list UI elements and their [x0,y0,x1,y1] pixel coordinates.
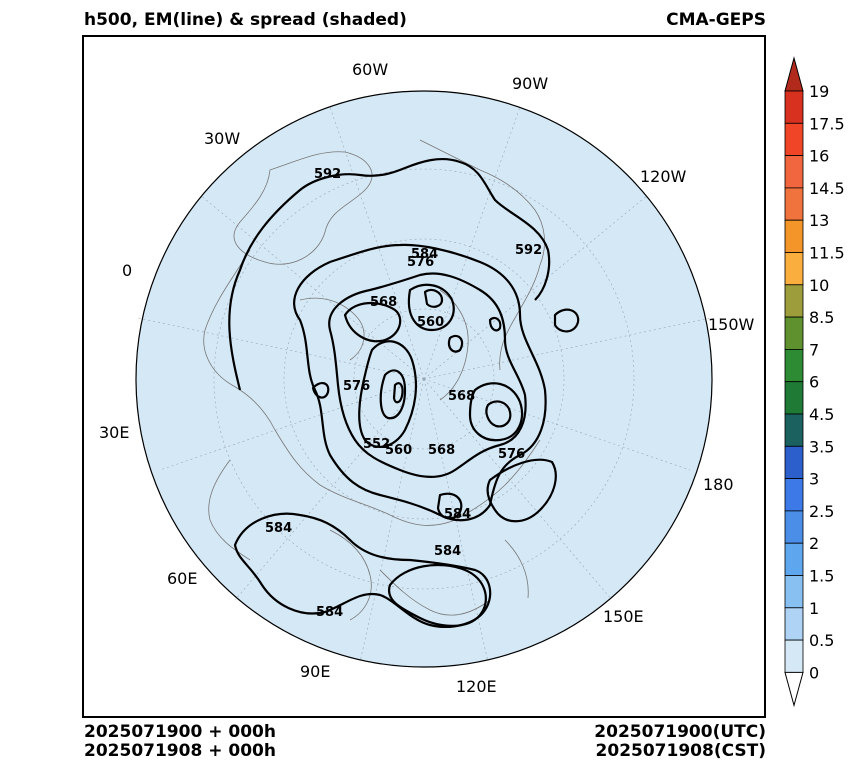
colorbar-swatch [784,187,804,221]
colorbar-swatch [784,348,804,383]
colorbar-swatch [784,510,804,544]
contour-label: 584 [316,605,343,620]
colorbar-tick-label: 6 [809,373,819,392]
colorbar-swatch [784,284,804,318]
colorbar-tick-label: 4.5 [809,405,834,424]
colorbar-max-arrow [784,56,804,92]
contour-label: 592 [314,167,341,182]
contour-label: 568 [370,295,397,310]
lon-label: 90E [300,662,330,681]
contour-label: 568 [448,389,475,404]
colorbar-swatch [784,542,804,576]
contour-label: 584 [444,507,471,522]
contour-label: 584 [411,247,438,262]
colorbar-tick-label: 8.5 [809,308,834,327]
map-frame [82,35,766,718]
colorbar-swatch [784,122,804,157]
colorbar-tick-label: 10 [809,276,829,295]
colorbar-tick-label: 17.5 [809,114,845,133]
lon-label: 0 [122,261,132,280]
contour-label: 560 [417,315,444,330]
colorbar-tick-label: 0 [809,663,819,682]
colorbar-tick-label: 3.5 [809,437,834,456]
colorbar-swatch [784,575,804,609]
lon-label: 150W [708,315,755,334]
model-name: CMA-GEPS [666,10,766,30]
colorbar-tick-label: 19 [809,82,829,101]
colorbar-tick-label: 16 [809,147,829,166]
contour-label: 584 [265,521,292,536]
colorbar-tick-label: 13 [809,211,829,230]
contour-label: 584 [434,544,461,559]
init-time: 2025071900 + 000h [84,722,276,742]
contour-label: 552 [363,437,390,452]
lon-label: 120E [456,677,497,696]
chart-title: h500, EM(line) & spread (shaded) [84,10,407,30]
colorbar-tick-label: 2 [809,534,819,553]
colorbar-tick-label: 3 [809,470,819,489]
colorbar-tick-label: 1 [809,599,819,618]
colorbar-swatch [784,413,804,447]
lon-label: 30E [99,423,129,442]
colorbar-swatch [784,639,804,673]
colorbar-swatch [784,252,804,286]
colorbar-swatch [784,607,804,641]
colorbar-swatch [784,219,804,253]
contours [228,158,580,628]
colorbar-tick-label: 11.5 [809,244,845,263]
colorbar-tick-label: 1.5 [809,567,834,586]
colorbar-swatch [784,445,804,479]
lon-label: 120W [640,167,687,186]
lon-label: 60W [352,60,388,79]
contour-label: 568 [428,443,455,458]
longitude-labels: 60W 90W 30W 120W 0 150W 30E 180 60E 150E… [99,60,755,696]
colorbar-swatch [784,381,804,415]
colorbar-tick-label: 14.5 [809,179,845,198]
colorbar-swatch [784,155,804,189]
lon-label: 90W [512,74,548,93]
colorbar-min-arrow [784,671,804,708]
lon-label: 60E [167,569,197,588]
contour-label: 560 [385,443,412,458]
contour-label: 576 [343,379,370,394]
contour-label-group: 592 592 584 576 568 560 576 568 552 560 … [265,167,542,620]
colorbar-tick-label: 2.5 [809,502,834,521]
colorbar-swatch [784,478,804,512]
valid-time-cst: 2025071908(CST) [595,741,766,761]
colorbar: 1917.51614.51311.5108.5764.53.532.521.51… [784,56,845,708]
colorbar-swatch [784,316,804,350]
contour-label: 576 [407,255,434,270]
colorbar-tick-label: 7 [809,340,819,359]
contour-label: 576 [498,447,525,462]
colorbar-tick-label: 0.5 [809,631,834,650]
contour-label: 592 [515,243,542,258]
valid-time-utc: 2025071900(UTC) [594,722,766,742]
lon-label: 30W [204,129,240,148]
init-time-local: 2025071908 + 000h [84,741,276,761]
lon-label: 150E [603,607,644,626]
lon-label: 180 [703,475,734,494]
colorbar-swatch [784,90,804,124]
